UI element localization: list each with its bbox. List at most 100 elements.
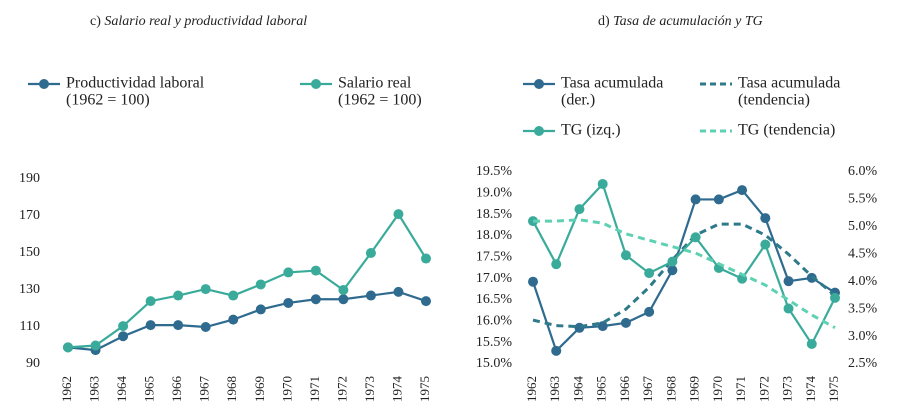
point: [228, 314, 239, 325]
point: [667, 256, 678, 267]
x-tick-label: 1974: [389, 376, 404, 403]
point: [574, 204, 585, 215]
y-tick-label: 15.0%: [476, 356, 513, 371]
panel-label: d): [598, 14, 610, 29]
y-tick-label: 17.0%: [476, 271, 513, 286]
x-tick-label: 1963: [547, 376, 562, 402]
point: [597, 321, 608, 332]
x-tick-label: 1972: [334, 376, 349, 402]
point: [713, 194, 724, 205]
point: [551, 345, 562, 356]
point: [255, 304, 266, 315]
point: [690, 194, 701, 205]
legend-sublabel: (1962 = 100): [66, 92, 150, 109]
panel-label: c): [90, 14, 101, 29]
y2-tick-label: 4.5%: [848, 247, 878, 262]
point: [574, 322, 585, 333]
x-tick-label: 1967: [640, 376, 655, 403]
point: [310, 294, 321, 305]
point: [173, 320, 184, 331]
point: [667, 265, 678, 276]
point: [760, 239, 771, 250]
point: [830, 292, 840, 303]
x-tick-label: 1975: [417, 376, 432, 402]
x-tick-label: 1968: [663, 376, 678, 402]
y-tick-label: 18.5%: [476, 207, 513, 222]
x-tick-label: 1962: [524, 376, 539, 402]
legend-sublabel: (der.): [561, 92, 595, 109]
y-tick-label: 150: [19, 245, 40, 260]
point: [365, 248, 376, 258]
y2-tick-label: 3.0%: [848, 329, 878, 344]
x-tick-label: 1971: [307, 376, 322, 402]
y-tick-label: 190: [19, 171, 40, 186]
legend-marker: [534, 79, 544, 89]
point: [528, 276, 538, 287]
point: [644, 268, 655, 279]
y-tick-label: 18.0%: [476, 228, 513, 243]
y-tick-label: 17.5%: [476, 250, 513, 265]
point: [118, 321, 129, 332]
x-tick-label: 1965: [594, 376, 609, 402]
point: [737, 185, 748, 196]
legend-label: Tasa acumulada: [561, 75, 663, 92]
x-tick-label: 1973: [362, 376, 377, 402]
title-text: Salario real y productividad laboral: [104, 14, 307, 29]
y2-tick-label: 2.5%: [848, 356, 878, 371]
y-tick-label: 170: [19, 208, 40, 223]
y2-tick-label: 4.0%: [848, 274, 878, 289]
legend-marker: [311, 79, 321, 89]
x-tick-label: 1967: [197, 376, 212, 403]
y2-tick-label: 6.0%: [848, 164, 878, 179]
legend-label: Salario real: [338, 75, 412, 92]
point: [200, 322, 211, 332]
legend-label: Tasa acumulada: [738, 75, 840, 92]
point: [597, 178, 608, 189]
point: [783, 303, 794, 314]
point: [551, 259, 562, 270]
x-tick-label: 1969: [252, 376, 267, 402]
x-tick-label: 1974: [803, 376, 818, 403]
title-text: Tasa de acumulación y TG: [613, 14, 763, 29]
legend-label: Productividad laboral: [66, 75, 205, 92]
point: [783, 276, 794, 287]
y-tick-label: 16.0%: [476, 314, 513, 329]
x-tick-label: 1962: [59, 376, 74, 402]
x-tick-label: 1969: [687, 376, 702, 402]
x-tick-label: 1964: [114, 376, 129, 403]
y2-tick-label: 5.5%: [848, 192, 878, 207]
point: [145, 320, 156, 331]
point: [760, 213, 771, 224]
point: [173, 290, 184, 301]
legend-marker: [39, 79, 49, 89]
point: [393, 286, 404, 297]
series-line: [67, 212, 427, 349]
y-tick-label: 130: [19, 282, 40, 297]
point: [63, 342, 73, 353]
point: [200, 284, 211, 295]
x-tick-label: 1966: [169, 376, 184, 403]
point: [310, 265, 321, 276]
point: [338, 285, 349, 295]
legend-label: TG (izq.): [561, 122, 621, 139]
x-tick-label: 1965: [142, 376, 157, 402]
point: [421, 296, 431, 307]
chart-title: d) Tasa de acumulación y TG: [598, 14, 763, 29]
point: [118, 331, 129, 342]
point: [255, 279, 266, 290]
point: [644, 306, 655, 317]
legend-label: TG (tendencia): [738, 122, 835, 139]
point: [620, 317, 631, 328]
point: [228, 290, 239, 301]
point: [145, 296, 156, 307]
x-tick-label: 1971: [733, 376, 748, 402]
y-tick-label: 16.5%: [476, 292, 513, 307]
y2-tick-label: 5.0%: [848, 219, 878, 234]
x-tick-label: 1975: [826, 376, 841, 402]
point: [620, 250, 631, 261]
point: [90, 340, 101, 351]
y-tick-label: 19.5%: [476, 164, 513, 179]
x-tick-label: 1970: [710, 376, 725, 402]
legend-sublabel: (1962 = 100): [338, 92, 422, 109]
